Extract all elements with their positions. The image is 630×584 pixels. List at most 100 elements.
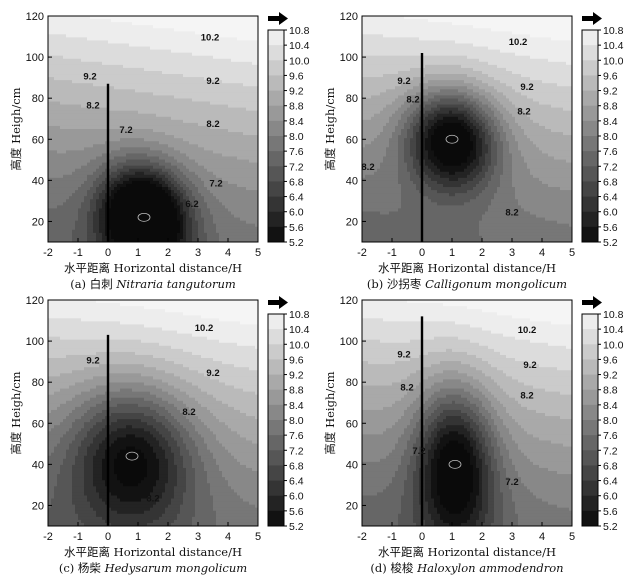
right-arrow-icon: [268, 296, 288, 309]
x-tick-label: 2: [479, 247, 485, 259]
colorbar-tick-label: 7.2: [289, 445, 304, 457]
contour-field: [362, 16, 572, 242]
x-tick-label: 3: [509, 247, 515, 259]
colorbar-tick-label: 9.6: [289, 354, 304, 366]
contour-label: 8.2: [146, 493, 159, 504]
contour-label: 8.2: [406, 94, 419, 105]
colorbar-tick-label: 5.6: [289, 222, 304, 234]
contour-field: [362, 300, 572, 526]
y-tick-label: 120: [340, 11, 358, 23]
x-tick-label: 4: [539, 531, 545, 543]
contour-field: [48, 300, 258, 526]
colorbar-tick-label: 8.8: [289, 385, 304, 397]
panel-0: 10.2 9.2 9.2 8.2 8.2 7.2 7.2 6.2 -2 -1 0 1 2 3 4 5 20 40 6…: [9, 11, 310, 291]
colorbar-tick-label: 8.8: [603, 385, 618, 397]
colorbar-tick-label: 7.2: [289, 161, 304, 173]
x-tick-label: 5: [569, 247, 575, 259]
colorbar-tick-label: 7.6: [603, 146, 618, 158]
contour-label: 9.2: [206, 76, 219, 87]
colorbar-tick-label: 9.2: [603, 86, 618, 98]
y-axis-label: 高度 Heigh/cm: [323, 371, 337, 454]
x-tick-label: 2: [479, 531, 485, 543]
colorbar-tick-label: 7.6: [603, 430, 618, 442]
colorbar-tick-label: 7.6: [289, 146, 304, 158]
colorbar-tick-label: 8.8: [289, 101, 304, 113]
contour-label: 8.2: [517, 107, 530, 118]
contour-label: 8.2: [520, 391, 533, 402]
minimum-marker: [137, 212, 151, 222]
x-tick-label: -2: [43, 531, 53, 543]
y-tick-label: 60: [346, 418, 358, 430]
colorbar: 10.8 10.4 10.0 9.6 9.2 8.8 8.4 8.0 7.6 7.2 6.8 6.4 6…: [581, 309, 624, 533]
colorbar-tick-label: 10.4: [603, 40, 624, 52]
y-tick-label: 120: [26, 11, 44, 23]
x-tick-label: 4: [539, 247, 545, 259]
x-tick-label: 0: [419, 247, 425, 259]
colorbar-tick-label: 10.0: [603, 55, 624, 67]
plot-frame: [47, 15, 259, 243]
colorbar-tick-label: 10.4: [289, 324, 310, 336]
colorbar-tick-label: 5.2: [289, 521, 304, 533]
x-tick-label: 1: [135, 247, 141, 259]
colorbar-tick-label: 10.8: [603, 25, 624, 37]
x-tick-label: 3: [509, 531, 515, 543]
x-tick-label: 2: [165, 531, 171, 543]
contour-label: 8.2: [361, 162, 374, 173]
y-tick-label: 20: [32, 500, 44, 512]
colorbar-tick-label: 10.8: [603, 309, 624, 321]
colorbar-tick-label: 8.0: [603, 415, 618, 427]
panel-2: 10.2 9.2 9.2 8.2 8.2 -2 -1 0 1 2 3 4 5 20 40 60 80 100 120…: [9, 295, 310, 575]
contour-label: 7.2: [412, 446, 425, 457]
plot-frame: [47, 299, 259, 527]
y-tick-label: 60: [32, 134, 44, 146]
colorbar-tick-label: 8.0: [603, 131, 618, 143]
contour-label: 8.2: [505, 207, 518, 218]
y-tick-label: 100: [26, 52, 44, 64]
contour-label: 8.2: [206, 119, 219, 130]
colorbar-tick-label: 5.2: [603, 237, 618, 249]
x-axis-label: 水平距离 Horizontal distance/H: [64, 545, 242, 559]
colorbar-tick-label: 6.0: [603, 491, 618, 503]
colorbar-tick-label: 8.4: [603, 116, 618, 128]
colorbar-tick-label: 10.0: [289, 55, 310, 67]
colorbar-tick-label: 5.2: [603, 521, 618, 533]
colorbar-tick-label: 6.8: [603, 460, 618, 472]
contour-label: 7.2: [119, 125, 132, 136]
colorbar-tick-label: 6.4: [603, 192, 618, 204]
contour-label: 9.2: [83, 72, 96, 83]
contour-label: 8.2: [182, 407, 195, 418]
contour-label: 10.2: [201, 33, 220, 44]
y-tick-label: 100: [340, 336, 358, 348]
y-tick-label: 60: [346, 134, 358, 146]
x-tick-label: -1: [387, 247, 397, 259]
colorbar-tick-label: 9.6: [289, 70, 304, 82]
colorbar-tick-label: 10.0: [289, 339, 310, 351]
y-axis-label: 高度 Heigh/cm: [9, 87, 23, 170]
plot-frame: [361, 299, 573, 527]
contour-label: 9.2: [397, 76, 410, 87]
panel-1: 10.2 9.2 9.2 8.2 8.2 8.2 8.2 -2 -1 0 1 2 3 4 5 20 40 60 80…: [323, 11, 624, 291]
right-arrow-icon: [268, 12, 288, 25]
panel-caption: (a) 白刺 Nitraria tangutorum: [70, 277, 236, 291]
contour-label: 9.2: [520, 82, 533, 93]
colorbar-tick-label: 9.6: [603, 70, 618, 82]
panel-caption: (b) 沙拐枣 Calligonum mongolicum: [367, 277, 567, 291]
contour-label: 9.2: [86, 356, 99, 367]
y-tick-label: 80: [346, 93, 358, 105]
y-tick-label: 120: [26, 295, 44, 307]
y-tick-label: 40: [346, 459, 358, 471]
y-tick-label: 40: [32, 175, 44, 187]
colorbar-tick-label: 9.6: [603, 354, 618, 366]
colorbar-tick-label: 8.0: [289, 415, 304, 427]
contour-label: 8.2: [400, 382, 413, 393]
contour-label: 9.2: [523, 360, 536, 371]
colorbar-tick-label: 5.6: [603, 222, 618, 234]
colorbar-tick-label: 6.8: [603, 176, 618, 188]
contour-label: 10.2: [509, 37, 528, 48]
colorbar: 10.8 10.4 10.0 9.6 9.2 8.8 8.4 8.0 7.6 7.2 6.8 6.4 6…: [267, 25, 310, 249]
x-tick-label: 5: [569, 531, 575, 543]
contour-label: 10.2: [518, 325, 537, 336]
y-tick-label: 80: [346, 377, 358, 389]
x-axis-label: 水平距离 Horizontal distance/H: [378, 261, 556, 275]
